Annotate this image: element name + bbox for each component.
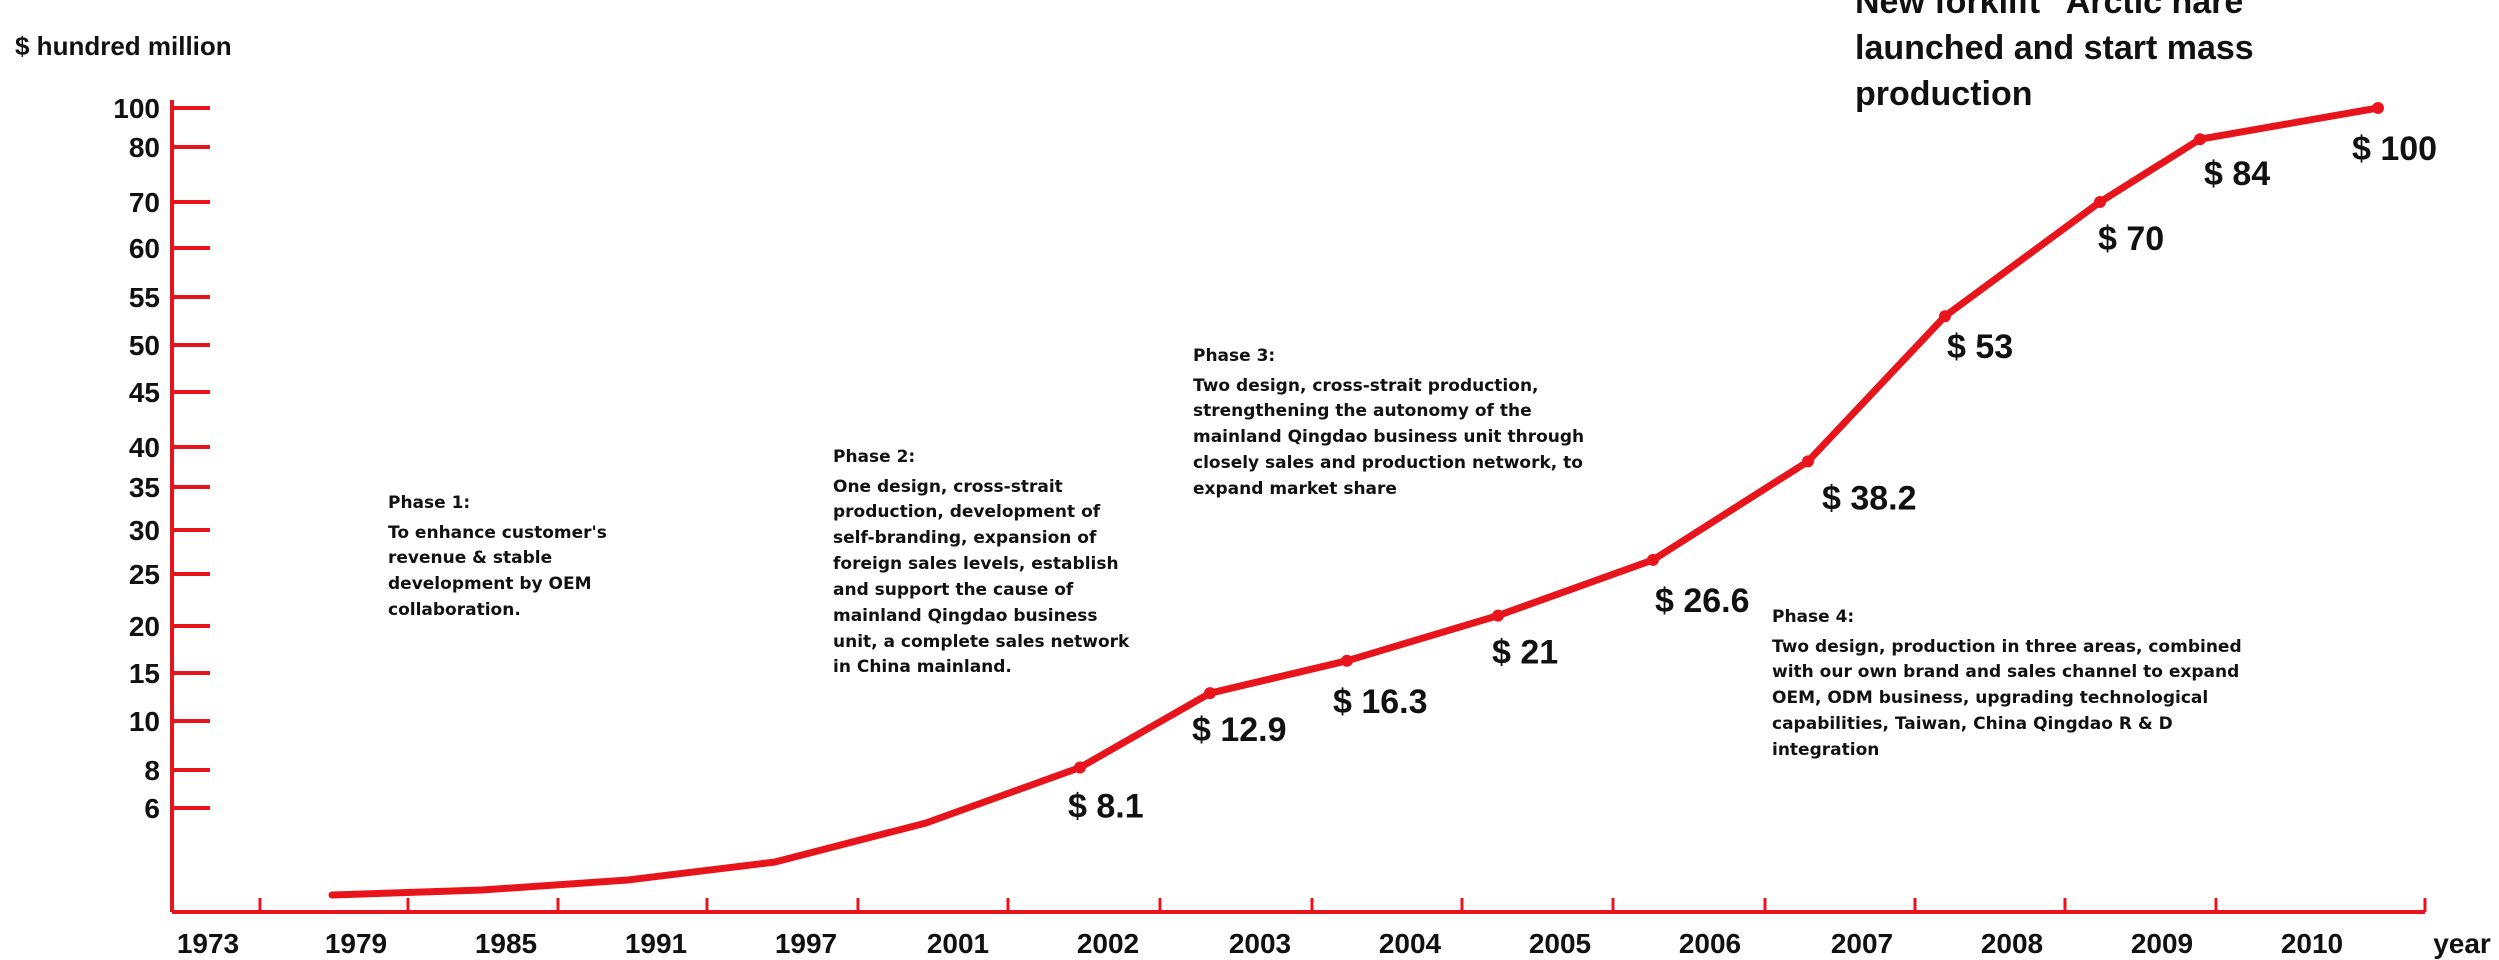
phase-2-text: One design, cross-strait production, dev… — [833, 476, 1130, 678]
data-label: $ 70 — [2098, 220, 2164, 258]
y-tick-label: 25 — [129, 559, 160, 590]
y-tick-label: 40 — [129, 432, 160, 463]
data-point — [2094, 196, 2106, 208]
y-tick-label: 15 — [129, 658, 160, 689]
y-tick-label: 100 — [113, 93, 160, 124]
data-label: $ 21 — [1492, 634, 1558, 672]
x-tick-label: 1985 — [475, 928, 537, 959]
x-tick-label: 1997 — [775, 928, 837, 959]
phase-2-note: Phase 2: One design, cross-strait product… — [833, 419, 1129, 681]
x-tick-label: 2003 — [1229, 928, 1291, 959]
y-tick-label: 45 — [129, 377, 160, 408]
revenue-series — [328, 102, 2384, 899]
y-tick-label: 80 — [129, 132, 160, 163]
phase-3-note: Phase 3: Two design, cross-strait product… — [1193, 318, 1584, 503]
data-label: $ 8.1 — [1068, 788, 1144, 826]
y-tick-label: 20 — [129, 611, 160, 642]
x-tick-label: 1991 — [625, 928, 687, 959]
x-tick-label: 2006 — [1679, 928, 1741, 959]
y-tick-label: 55 — [129, 282, 160, 313]
phase-4-text: Two design, production in three areas, c… — [1772, 636, 2242, 760]
phase-1-text: To enhance customer's revenue & stable d… — [388, 522, 607, 621]
y-tick-labels: 100 80 70 60 55 50 45 40 35 30 25 20 15 10 8 6 — [113, 93, 160, 824]
y-tick-label: 50 — [129, 330, 160, 361]
y-tick-label: 60 — [129, 233, 160, 264]
y-tick-label: 6 — [144, 793, 160, 824]
data-point — [1647, 553, 1659, 566]
x-tick-label: 2007 — [1831, 928, 1893, 959]
data-label: $ 53 — [1947, 328, 2013, 366]
x-tick-label: 2010 — [2281, 928, 2343, 959]
phase-2-title: Phase 2: — [833, 446, 916, 467]
phase-3-title: Phase 3: — [1193, 345, 1276, 366]
data-point — [2372, 102, 2384, 114]
data-point — [2194, 133, 2206, 146]
data-point — [1341, 654, 1353, 667]
x-axis-label: year — [2433, 928, 2491, 959]
milestone-note: New forklift "Arctic hare" launched and … — [1855, 0, 2260, 113]
x-tick-labels: 1973 1979 1985 1991 1997 2001 2002 2003 2004 2005… — [177, 928, 2343, 959]
data-label: $ 16.3 — [1333, 683, 1428, 721]
phase-3-text: Two design, cross-strait production, str… — [1193, 375, 1585, 499]
y-tick-label: 70 — [129, 187, 160, 218]
x-tick-label: 2009 — [2131, 928, 2193, 959]
data-point — [1802, 455, 1814, 468]
x-tick-label: 1973 — [177, 928, 239, 959]
data-point — [1939, 310, 1951, 323]
data-label: $ 26.6 — [1655, 582, 1750, 620]
data-label: $ 12.9 — [1192, 711, 1287, 749]
data-point — [1204, 687, 1216, 700]
phase-1-note: Phase 1: To enhance customer's revenue & … — [388, 465, 607, 624]
y-tick-label: 8 — [144, 755, 160, 786]
data-point — [1074, 761, 1086, 774]
data-label: $ 100 — [2352, 130, 2437, 168]
phase-1-title: Phase 1: — [388, 492, 471, 513]
data-label: $ 38.2 — [1822, 479, 1917, 517]
y-tick-label: 35 — [129, 472, 160, 503]
x-tick-label: 2005 — [1529, 928, 1591, 959]
data-labels: $ 8.1 $ 12.9 $ 16.3 $ 21 $ 26.6 $ 38.2 $ 53 $ 7… — [1068, 130, 2437, 826]
x-tick-label: 1979 — [325, 928, 387, 959]
y-axis-label: $ hundred million — [15, 31, 232, 61]
phase-4-note: Phase 4: Two design, production in three … — [1772, 579, 2242, 764]
axes — [170, 100, 2427, 914]
y-tick-label: 30 — [129, 515, 160, 546]
y-tick-label: 10 — [129, 706, 160, 737]
x-tick-label: 2002 — [1077, 928, 1139, 959]
data-point — [1492, 609, 1504, 622]
x-tick-label: 2004 — [1379, 928, 1442, 959]
data-label: $ 84 — [2204, 155, 2270, 193]
x-tick-label: 2001 — [927, 928, 989, 959]
x-tick-label: 2008 — [1981, 928, 2043, 959]
phase-4-title: Phase 4: — [1772, 606, 1855, 627]
